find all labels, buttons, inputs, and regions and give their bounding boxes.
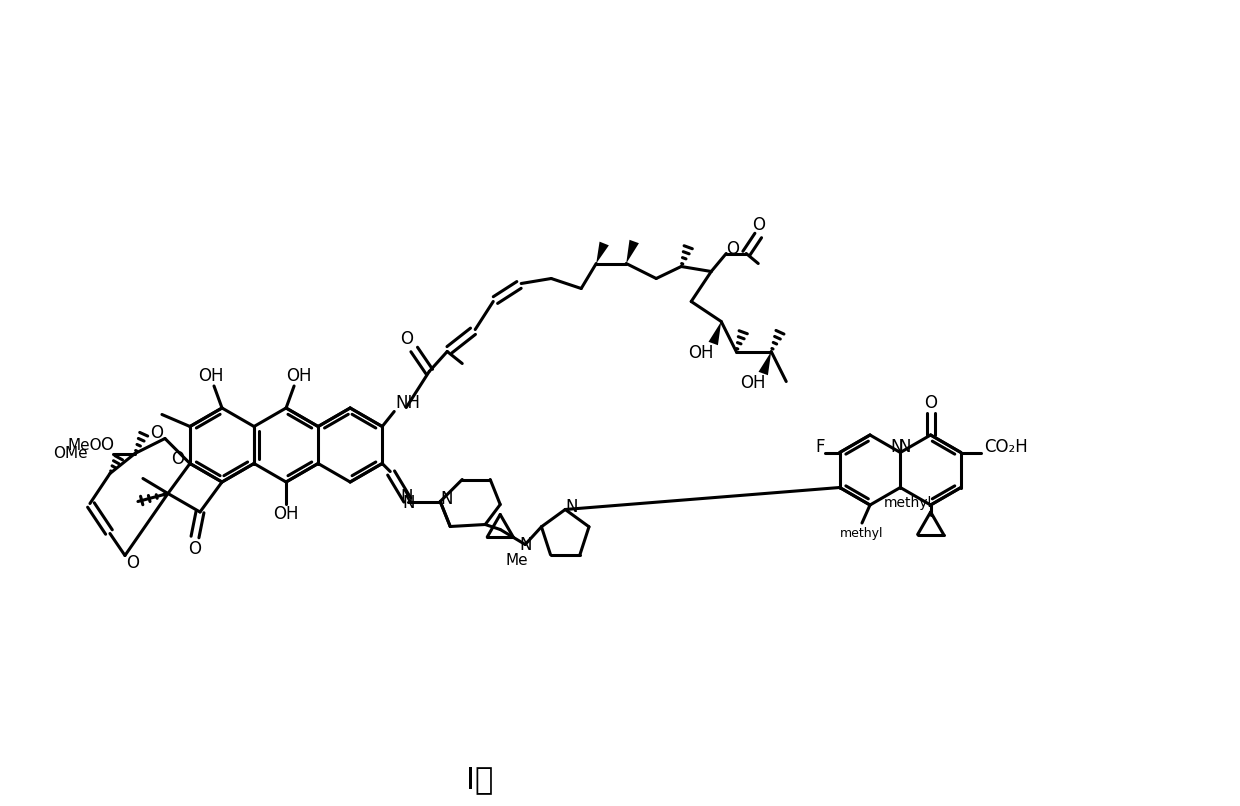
- Polygon shape: [759, 351, 771, 376]
- Text: I。: I。: [466, 766, 494, 795]
- Polygon shape: [596, 242, 609, 264]
- Text: OH: OH: [286, 367, 311, 385]
- Polygon shape: [626, 240, 639, 264]
- Text: N: N: [440, 489, 453, 508]
- Polygon shape: [708, 322, 722, 345]
- Text: N: N: [520, 535, 532, 554]
- Text: O: O: [188, 540, 201, 558]
- Text: OMe: OMe: [53, 446, 88, 461]
- Text: O: O: [126, 555, 139, 572]
- Text: MeO: MeO: [68, 438, 102, 453]
- Text: N: N: [898, 438, 910, 456]
- Text: F: F: [815, 438, 825, 456]
- Text: O: O: [150, 425, 164, 442]
- Text: O: O: [924, 394, 937, 412]
- Text: N: N: [402, 495, 414, 513]
- Text: O: O: [725, 240, 739, 259]
- Text: OH: OH: [273, 505, 299, 523]
- Text: Me: Me: [506, 553, 528, 568]
- Text: OH: OH: [688, 344, 714, 363]
- Text: O: O: [100, 437, 113, 455]
- Text: O: O: [399, 330, 413, 348]
- Text: N: N: [565, 498, 578, 517]
- Text: N: N: [401, 488, 413, 506]
- Text: O: O: [171, 451, 185, 468]
- Text: N: N: [890, 438, 903, 456]
- Text: methyl: methyl: [884, 496, 932, 509]
- Text: O: O: [751, 217, 765, 235]
- Text: methyl: methyl: [841, 526, 884, 539]
- Text: NH: NH: [396, 394, 420, 413]
- Text: OH: OH: [740, 375, 766, 393]
- Text: OH: OH: [198, 367, 223, 385]
- Text: CO₂H: CO₂H: [985, 438, 1028, 456]
